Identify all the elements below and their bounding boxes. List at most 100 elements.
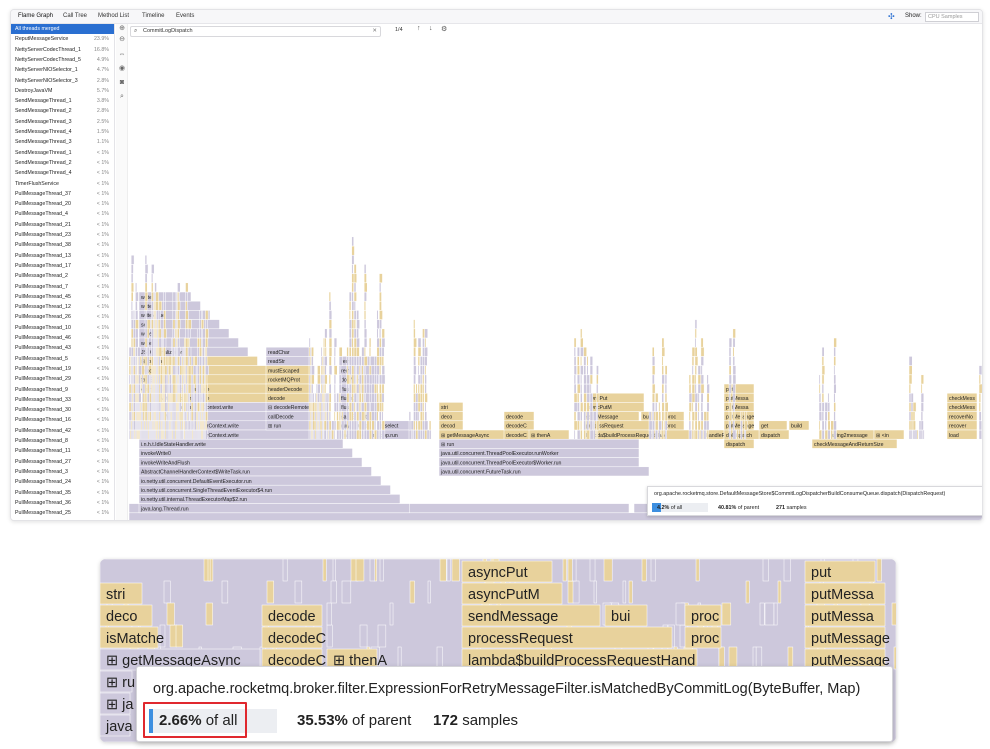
- flame-sliver[interactable]: [371, 429, 374, 440]
- flame-sliver[interactable]: [688, 429, 693, 440]
- flame-sliver[interactable]: [381, 346, 385, 357]
- thread-row[interactable]: PullMessageThread_35 < 1%: [11, 488, 114, 498]
- zoom-sliver[interactable]: [427, 580, 431, 604]
- flame-sliver[interactable]: [827, 392, 830, 403]
- flame-sliver[interactable]: [149, 383, 151, 394]
- flame-sliver[interactable]: [130, 273, 134, 284]
- zoom-sliver[interactable]: [567, 559, 573, 582]
- flame-sliver[interactable]: [177, 337, 180, 348]
- flame-sliver[interactable]: [691, 429, 695, 440]
- flame-sliver[interactable]: [413, 337, 417, 348]
- flame-sliver[interactable]: [196, 374, 200, 385]
- flame-sliver[interactable]: [821, 402, 825, 412]
- flame-sliver[interactable]: [353, 264, 357, 274]
- flame-sliver[interactable]: [351, 319, 355, 330]
- flame-sliver[interactable]: [374, 356, 378, 366]
- zoom-sliver[interactable]: [439, 559, 447, 582]
- flame-sliver[interactable]: [424, 383, 427, 394]
- flame-sliver[interactable]: [358, 356, 362, 366]
- thread-row[interactable]: NettyServerNIOSelector_1 4.7%: [11, 65, 114, 75]
- flame-sliver[interactable]: [596, 374, 599, 385]
- flame-sliver[interactable]: [981, 402, 983, 412]
- thread-row[interactable]: PullMessageThread_12 < 1%: [11, 302, 114, 312]
- zoom-sliver[interactable]: [359, 624, 368, 648]
- flame-sliver[interactable]: [700, 429, 704, 440]
- flame-sliver[interactable]: [728, 346, 732, 357]
- flame-sliver[interactable]: [658, 420, 662, 431]
- zoom-sliver[interactable]: [695, 559, 700, 582]
- zoom-sliver[interactable]: [326, 624, 333, 648]
- flame-sliver[interactable]: [341, 420, 345, 431]
- flame-sliver[interactable]: [155, 291, 159, 302]
- thread-row[interactable]: PullMessageThread_3 < 1%: [11, 467, 114, 477]
- flame-sliver[interactable]: [381, 392, 385, 403]
- thread-row[interactable]: SendMessageThread_2 2.8%: [11, 106, 114, 116]
- flame-sliver[interactable]: [185, 346, 189, 357]
- flame-sliver[interactable]: [981, 420, 983, 431]
- flame-sliver[interactable]: [151, 273, 154, 284]
- thread-row[interactable]: PullMessageThread_2 < 1%: [11, 271, 114, 281]
- flame-sliver[interactable]: [920, 402, 924, 412]
- flame-sliver[interactable]: [183, 392, 187, 403]
- camera-icon[interactable]: ◙: [119, 79, 125, 86]
- flame-sliver[interactable]: [172, 291, 177, 302]
- flame-sliver[interactable]: [664, 429, 667, 440]
- flame-sliver[interactable]: [376, 319, 380, 330]
- flame-sliver[interactable]: [190, 383, 194, 394]
- flame-sliver[interactable]: [732, 337, 736, 348]
- flame-sliver[interactable]: [328, 300, 332, 311]
- flame-sliver[interactable]: [651, 346, 655, 357]
- flame-sliver[interactable]: [346, 420, 349, 431]
- flame-sliver[interactable]: [978, 392, 982, 403]
- flame-sliver[interactable]: [187, 356, 190, 366]
- zoom-sliver[interactable]: [326, 602, 332, 626]
- flame-sliver[interactable]: [363, 273, 367, 284]
- flame-sliver[interactable]: [363, 392, 366, 403]
- thread-row[interactable]: NettyServerCodecThread_5 4.9%: [11, 55, 114, 65]
- flame-sliver[interactable]: [580, 411, 583, 422]
- flame-sliver[interactable]: [328, 420, 332, 431]
- flame-sliver[interactable]: [732, 420, 735, 431]
- flame-sliver[interactable]: [138, 374, 141, 385]
- flame-sliver[interactable]: [158, 300, 163, 311]
- flame-frame[interactable]: [811, 438, 898, 449]
- flame-sliver[interactable]: [573, 383, 577, 394]
- flame-sliver[interactable]: [821, 374, 825, 385]
- flame-sliver[interactable]: [694, 337, 697, 348]
- flame-sliver[interactable]: [356, 411, 360, 422]
- flame-sliver[interactable]: [728, 420, 731, 431]
- thread-row[interactable]: PullMessageThread_17 < 1%: [11, 261, 114, 271]
- flame-sliver[interactable]: [361, 383, 365, 394]
- zoom-sliver[interactable]: [603, 559, 613, 582]
- flame-sliver[interactable]: [333, 346, 336, 357]
- flame-sliver[interactable]: [205, 402, 208, 412]
- flame-sliver[interactable]: [920, 374, 924, 385]
- flame-sliver[interactable]: [149, 374, 152, 385]
- flame-sliver[interactable]: [688, 402, 692, 412]
- flame-sliver[interactable]: [376, 310, 379, 320]
- flame-sliver[interactable]: [912, 411, 916, 422]
- flame-sliver[interactable]: [169, 374, 172, 385]
- flame-sliver[interactable]: [177, 319, 181, 330]
- flame-sliver[interactable]: [326, 429, 329, 440]
- zoom-sliver[interactable]: [764, 602, 775, 626]
- flame-sliver[interactable]: [142, 392, 146, 403]
- flame-sliver[interactable]: [651, 365, 656, 376]
- flame-sliver[interactable]: [130, 264, 134, 274]
- flame-sliver[interactable]: [376, 429, 380, 440]
- flame-sliver[interactable]: [706, 374, 709, 385]
- flame-sliver[interactable]: [422, 383, 425, 394]
- flame-sliver[interactable]: [830, 429, 833, 440]
- flame-sliver[interactable]: [328, 337, 333, 348]
- flame-sliver[interactable]: [205, 337, 209, 348]
- tab-timeline[interactable]: Timeline: [142, 13, 165, 19]
- flame-sliver[interactable]: [338, 420, 341, 431]
- flame-sliver[interactable]: [333, 337, 338, 348]
- flame-sliver[interactable]: [697, 429, 700, 440]
- flame-sliver[interactable]: [163, 337, 167, 348]
- flame-sliver[interactable]: [824, 411, 828, 422]
- flame-sliver[interactable]: [348, 383, 352, 394]
- thread-row[interactable]: PullMessageThread_30 < 1%: [11, 405, 114, 415]
- flame-sliver[interactable]: [580, 429, 583, 440]
- flame-sliver[interactable]: [833, 383, 837, 394]
